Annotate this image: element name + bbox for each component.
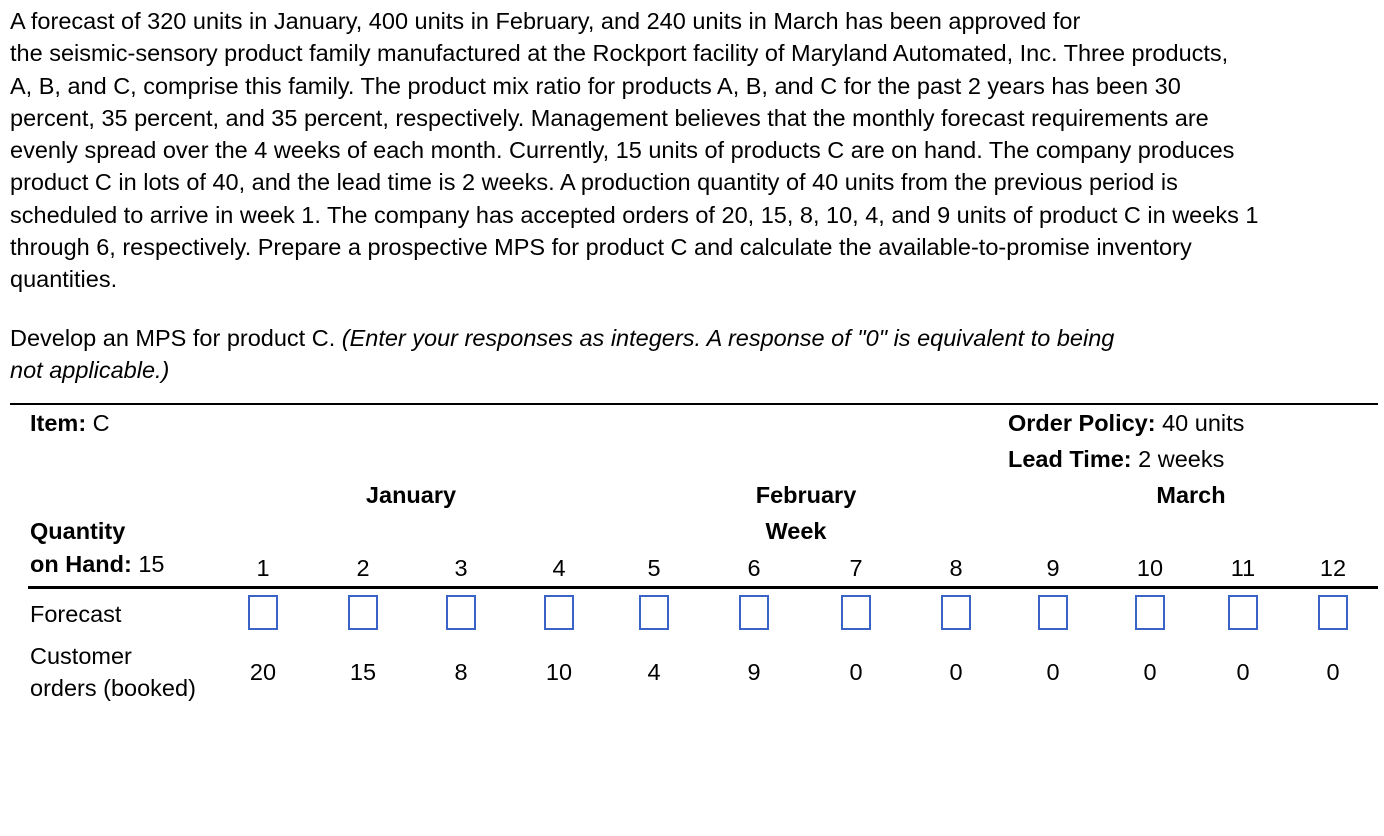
qoh-value: 15	[131, 551, 165, 577]
customer-order-value: 8	[454, 659, 468, 685]
customer-order-value: 15	[349, 659, 377, 685]
item-value: C	[86, 410, 110, 436]
customer-orders-label-line1: Customer	[30, 643, 132, 669]
week-number: 5	[647, 555, 661, 581]
prompt-instruction-continued: not applicable.)	[10, 357, 170, 384]
customer-order-value: 20	[249, 659, 277, 685]
problem-line: the seismic-sensory product family manuf…	[10, 40, 1229, 67]
week-number: 11	[1230, 555, 1256, 581]
week-number: 4	[552, 555, 566, 581]
customer-order-value: 0	[1143, 659, 1157, 685]
problem-line: through 6, respectively. Prepare a prosp…	[10, 234, 1192, 261]
forecast-input-week-4[interactable]	[544, 595, 574, 630]
week-number: 10	[1136, 555, 1164, 581]
month-january: January	[365, 482, 457, 508]
order-policy-field: Order Policy: 40 units	[1008, 409, 1244, 437]
table-top-rule	[10, 403, 1378, 405]
week-number: 3	[454, 555, 468, 581]
customer-order-value: 0	[1326, 659, 1340, 685]
week-number: 9	[1046, 555, 1060, 581]
lead-time-field: Lead Time: 2 weeks	[1008, 445, 1224, 473]
problem-line: percent, 35 percent, and 35 percent, res…	[10, 104, 1209, 131]
week-number: 7	[849, 555, 863, 581]
problem-line: product C in lots of 40, and the lead ti…	[10, 169, 1178, 196]
customer-order-value: 0	[1046, 659, 1060, 685]
forecast-input-week-3[interactable]	[446, 595, 476, 630]
prompt-instruction: (Enter your responses as integers. A res…	[341, 325, 1115, 351]
customer-order-value: 9	[747, 659, 761, 685]
problem-statement: A forecast of 320 units in January, 400 …	[10, 5, 1384, 296]
problem-line: A, B, and C, comprise this family. The p…	[10, 72, 1181, 99]
forecast-input-week-12[interactable]	[1318, 595, 1348, 630]
forecast-input-week-10[interactable]	[1135, 595, 1165, 630]
table-header-rule	[28, 586, 1378, 589]
question-prompt: Develop an MPS for product C. (Enter you…	[10, 322, 1114, 387]
qoh-label-line1: Quantity	[30, 518, 126, 544]
item-label: Item:	[30, 410, 87, 436]
week-number: 12	[1319, 555, 1347, 581]
customer-order-value: 4	[647, 659, 661, 685]
forecast-input-week-5[interactable]	[639, 595, 669, 630]
order-policy-label: Order Policy:	[1008, 410, 1156, 436]
prompt-text: Develop an MPS for product C.	[10, 325, 342, 351]
qoh-field: on Hand: 15	[30, 550, 165, 578]
problem-line: scheduled to arrive in week 1. The compa…	[10, 201, 1259, 228]
forecast-input-week-2[interactable]	[348, 595, 378, 630]
customer-order-value: 0	[849, 659, 863, 685]
customer-orders-label-line2: orders (booked)	[30, 675, 196, 701]
forecast-input-week-9[interactable]	[1038, 595, 1068, 630]
forecast-label: Forecast	[30, 601, 122, 627]
week-number: 2	[356, 555, 370, 581]
week-number: 1	[256, 555, 270, 581]
customer-order-value: 0	[949, 659, 963, 685]
lead-time-label: Lead Time:	[1008, 446, 1132, 472]
customer-order-value: 0	[1236, 659, 1250, 685]
problem-line: quantities.	[10, 266, 118, 293]
week-label: Week	[765, 518, 827, 544]
qoh-label-line2: on Hand:	[30, 551, 132, 577]
forecast-input-week-11[interactable]	[1228, 595, 1258, 630]
month-march: March	[1156, 482, 1226, 508]
forecast-input-week-8[interactable]	[941, 595, 971, 630]
week-number: 6	[747, 555, 761, 581]
forecast-input-week-6[interactable]	[739, 595, 769, 630]
problem-line: evenly spread over the 4 weeks of each m…	[10, 137, 1235, 164]
customer-order-value: 10	[545, 659, 573, 685]
order-policy-value: 40 units	[1155, 410, 1245, 436]
item-field: Item: C	[30, 409, 110, 437]
month-february: February	[755, 482, 857, 508]
problem-line: A forecast of 320 units in January, 400 …	[10, 8, 1081, 34]
prompt-line-2: not applicable.)	[10, 354, 1114, 386]
lead-time-value: 2 weeks	[1131, 446, 1225, 472]
week-number: 8	[949, 555, 963, 581]
prompt-line-1: Develop an MPS for product C. (Enter you…	[10, 322, 1114, 354]
forecast-input-week-7[interactable]	[841, 595, 871, 630]
forecast-input-week-1[interactable]	[248, 595, 278, 630]
